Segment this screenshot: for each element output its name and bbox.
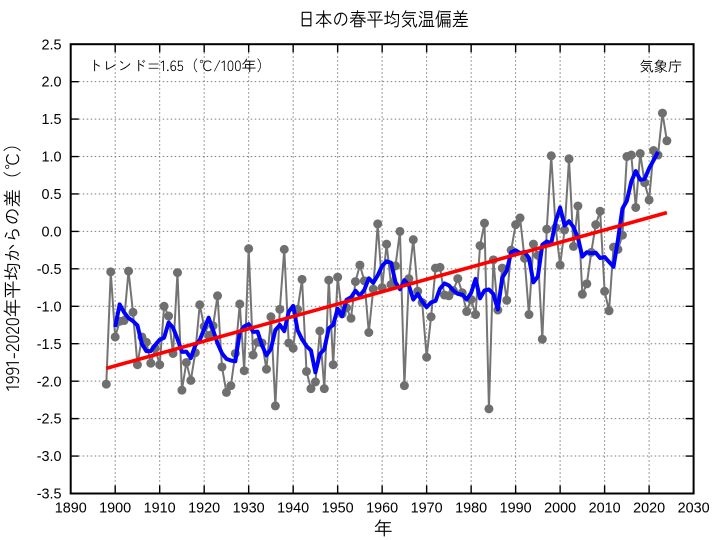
svg-text:1890: 1890 bbox=[55, 501, 87, 517]
svg-text:-3.5: -3.5 bbox=[37, 487, 62, 503]
svg-text:1930: 1930 bbox=[233, 501, 265, 517]
svg-text:1950: 1950 bbox=[322, 501, 354, 517]
svg-text:0.5: 0.5 bbox=[41, 187, 61, 203]
svg-text:2030: 2030 bbox=[678, 501, 710, 517]
svg-text:2.5: 2.5 bbox=[41, 37, 61, 53]
svg-text:-1.5: -1.5 bbox=[37, 337, 62, 353]
svg-text:-3.0: -3.0 bbox=[37, 449, 62, 465]
svg-text:-2.5: -2.5 bbox=[37, 412, 62, 428]
svg-text:1960: 1960 bbox=[366, 501, 398, 517]
svg-text:1910: 1910 bbox=[144, 501, 176, 517]
svg-text:2010: 2010 bbox=[589, 501, 621, 517]
svg-text:0.0: 0.0 bbox=[41, 225, 61, 241]
svg-text:2000: 2000 bbox=[544, 501, 576, 517]
svg-text:2020: 2020 bbox=[633, 501, 665, 517]
svg-text:1970: 1970 bbox=[411, 501, 443, 517]
svg-text:1.5: 1.5 bbox=[41, 112, 61, 128]
svg-text:-1.0: -1.0 bbox=[37, 299, 62, 315]
svg-text:-0.5: -0.5 bbox=[37, 262, 62, 278]
svg-text:-2.0: -2.0 bbox=[37, 374, 62, 390]
svg-text:1990: 1990 bbox=[500, 501, 532, 517]
svg-text:1980: 1980 bbox=[455, 501, 487, 517]
svg-text:1940: 1940 bbox=[277, 501, 309, 517]
svg-text:1920: 1920 bbox=[188, 501, 220, 517]
svg-text:2.0: 2.0 bbox=[41, 75, 61, 91]
svg-text:1.0: 1.0 bbox=[41, 150, 61, 166]
svg-text:1900: 1900 bbox=[99, 501, 131, 517]
